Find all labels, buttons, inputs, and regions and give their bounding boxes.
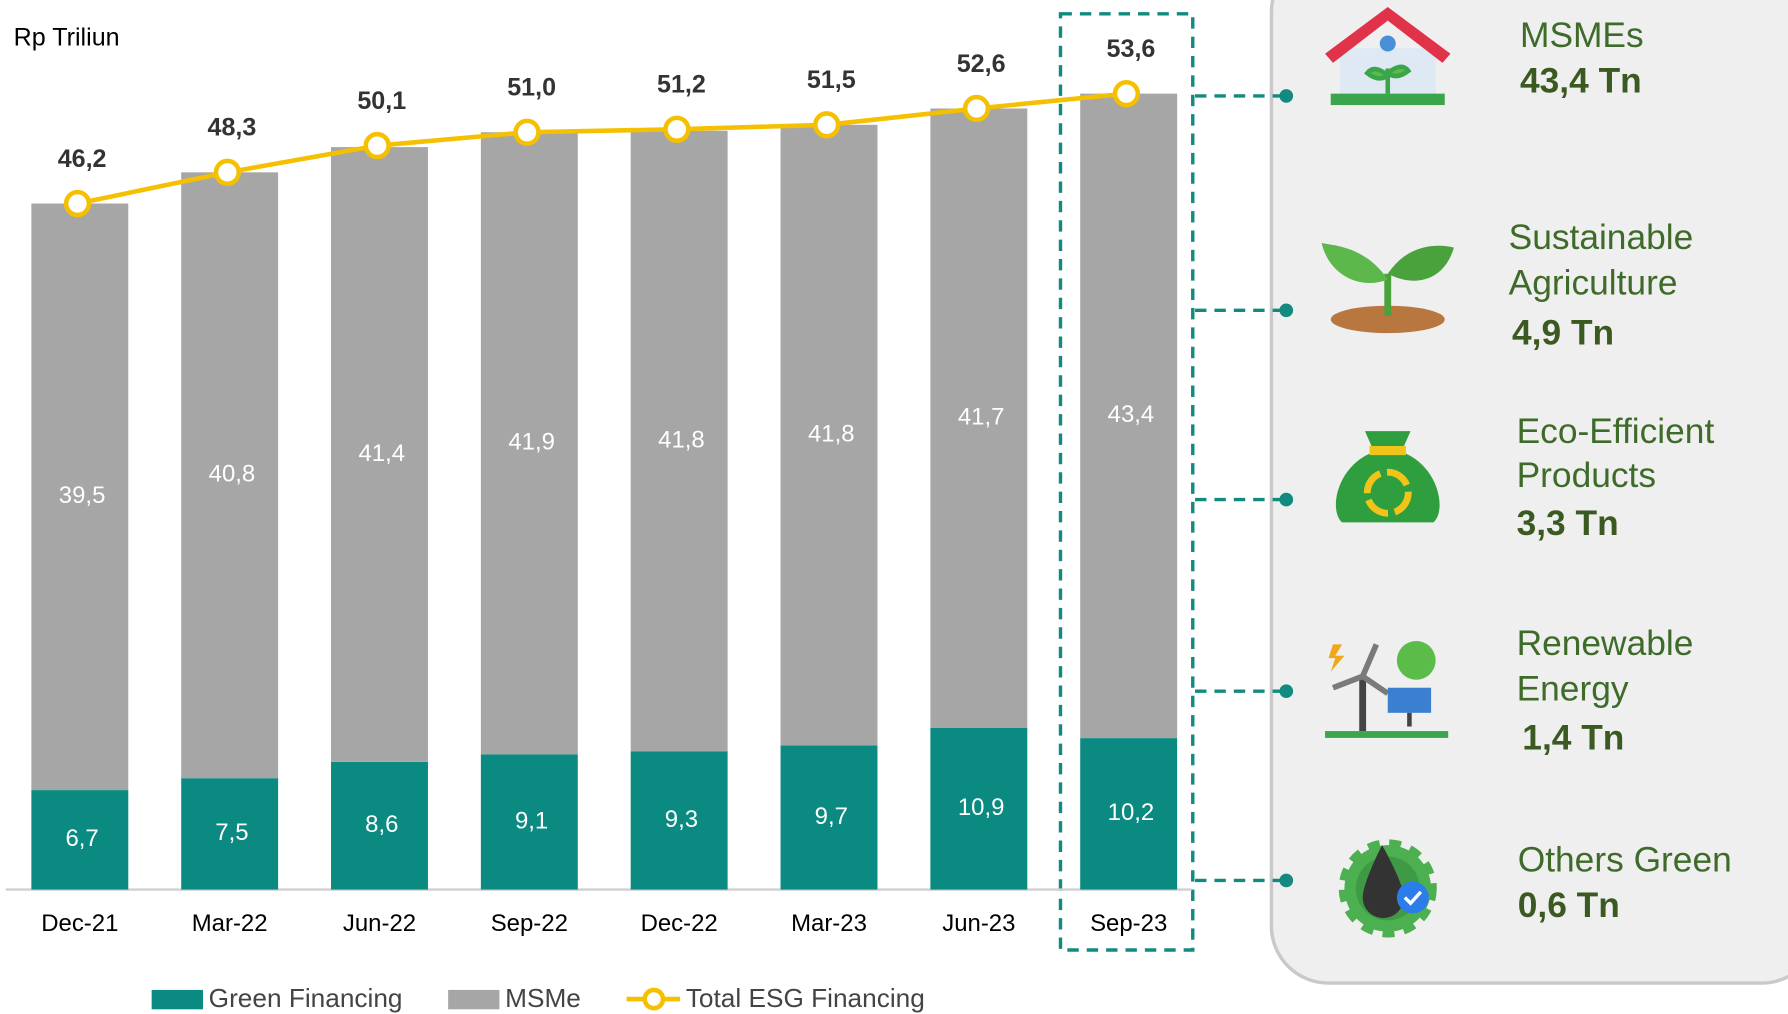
x-tick-label: Sep-22 (491, 910, 568, 937)
legend-swatch (152, 990, 203, 1009)
bar-value-label: 9,3 (665, 806, 698, 833)
connector-dot (1279, 89, 1293, 103)
connector-dot (1279, 684, 1293, 698)
line-value-label: 46,2 (58, 145, 107, 173)
panel-label: Renewable (1517, 624, 1694, 663)
line-value-label: 51,5 (807, 66, 856, 94)
line-marker (665, 118, 688, 141)
panel-value: 0,6 Tn (1518, 886, 1620, 925)
bar-value-label: 41,9 (508, 429, 555, 456)
panel-label: Sustainable (1509, 218, 1694, 257)
panel-label: Products (1517, 456, 1656, 495)
line-value-label: 48,3 (208, 114, 257, 142)
panel-value: 3,3 Tn (1517, 504, 1619, 543)
line-value-label: 51,0 (507, 74, 556, 102)
panel-value: 4,9 Tn (1512, 314, 1614, 353)
panel-value: 1,4 Tn (1522, 719, 1624, 758)
x-tick-label: Jun-22 (343, 910, 416, 937)
bar-value-label: 10,2 (1108, 799, 1155, 826)
x-tick-label: Dec-22 (641, 910, 718, 937)
panel-label: Energy (1517, 669, 1629, 708)
line-value-label: 50,1 (357, 87, 406, 115)
x-tick-label: Mar-23 (791, 910, 867, 937)
x-tick-label: Mar-22 (192, 910, 268, 937)
bar-value-label: 7,5 (215, 819, 248, 846)
line-marker (815, 113, 838, 136)
connector-dot (1279, 493, 1293, 507)
bar-value-label: 39,5 (59, 482, 106, 509)
line-value-label: 52,6 (957, 50, 1006, 78)
panel-label: MSMEs (1520, 16, 1644, 55)
x-tick-label: Sep-23 (1090, 910, 1167, 937)
connector-dot (1279, 303, 1293, 317)
legend-label: Green Financing (209, 983, 403, 1013)
bar-value-label: 43,4 (1108, 401, 1155, 428)
line-marker (66, 192, 89, 215)
bar-value-label: 10,9 (958, 794, 1005, 821)
line-marker (965, 97, 988, 120)
connector-dot (1279, 874, 1293, 888)
legend-swatch (448, 990, 499, 1009)
unit-label: Rp Triliun (14, 24, 120, 52)
page: {"chart_data": {"type": "bar", "unit_lab… (0, 0, 1788, 1014)
legend-label: Total ESG Financing (686, 983, 925, 1013)
line-marker (366, 134, 389, 157)
panel-label: Eco-Efficient (1517, 412, 1715, 451)
legend-swatch (645, 990, 663, 1008)
bar-value-label: 41,8 (658, 426, 705, 453)
chart: Rp Triliun 6,7 39,5 Dec-21 7,5 40,8 Mar-22 8,6… (0, 0, 1788, 1014)
line-marker (216, 161, 239, 184)
bar-value-label: 6,7 (65, 825, 98, 852)
x-tick-label: Dec-21 (41, 910, 118, 937)
bar-value-label: 41,8 (808, 421, 855, 448)
x-tick-label: Jun-23 (942, 910, 1015, 937)
line-value-label: 51,2 (657, 71, 706, 99)
line-marker (1115, 82, 1138, 105)
legend-label: MSMe (505, 983, 581, 1013)
bar-value-label: 41,4 (358, 440, 405, 467)
bar-value-label: 9,1 (515, 807, 548, 834)
line-marker (516, 121, 539, 144)
icon-gear (1344, 845, 1431, 932)
bar-value-label: 41,7 (958, 403, 1005, 430)
line-value-label: 53,6 (1107, 35, 1156, 63)
panel-label: Agriculture (1509, 264, 1678, 303)
bar-value-label: 40,8 (209, 461, 256, 488)
bar-value-label: 8,6 (365, 811, 398, 838)
bar-value-label: 9,7 (815, 803, 848, 830)
panel-label: Others Green (1518, 841, 1732, 880)
panel-value: 43,4 Tn (1520, 62, 1642, 101)
